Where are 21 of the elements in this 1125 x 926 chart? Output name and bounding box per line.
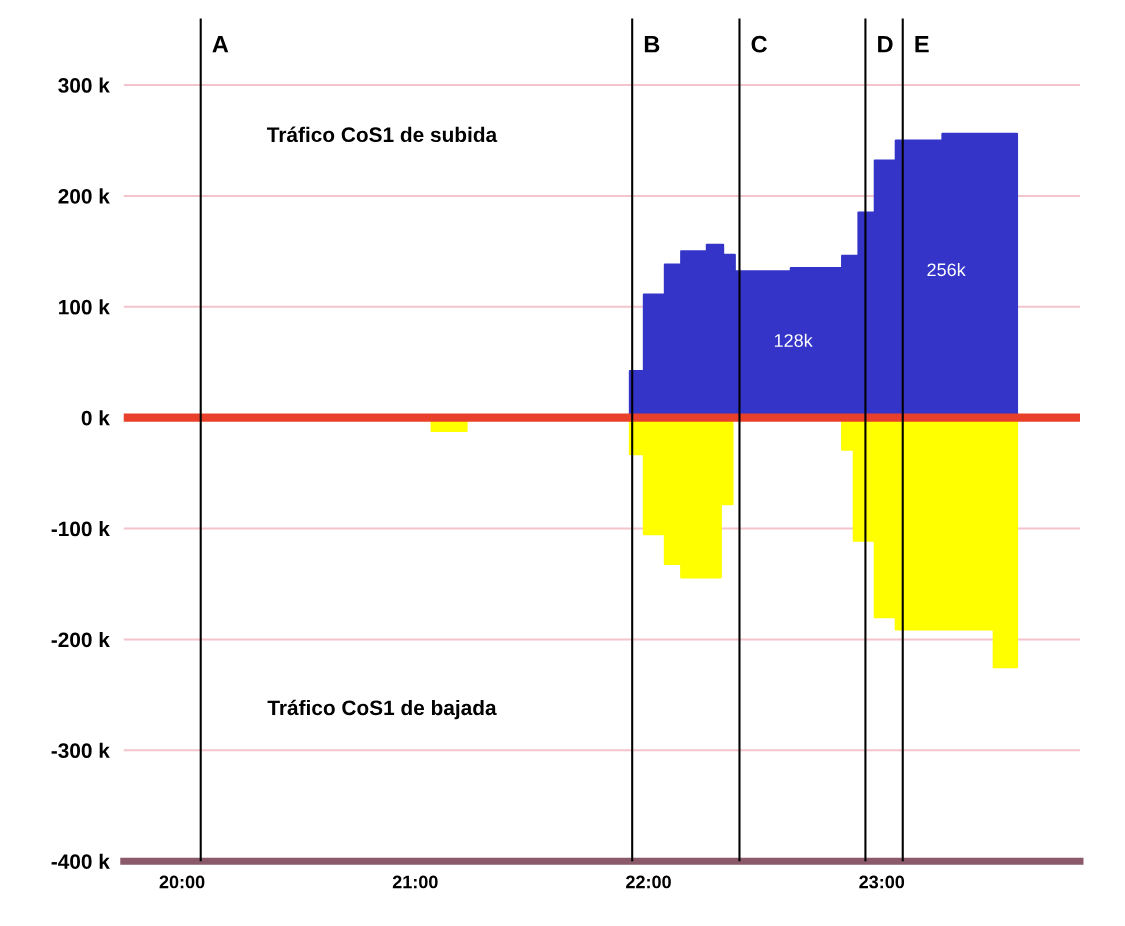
- x-tick-label: 20:00: [159, 875, 205, 889]
- ref-line-label: D: [878, 36, 893, 53]
- y-tick-label: 100 k: [59, 299, 110, 315]
- y-tick-label: -200 k: [51, 631, 110, 648]
- y-tick-label: -300 k: [51, 742, 110, 759]
- ref-line-label: C: [751, 35, 767, 53]
- y-tick-label: -400 k: [51, 853, 110, 869]
- x-tick-label: 21:00: [392, 875, 438, 889]
- annotation: Tráfico CoS1 de subida: [266, 126, 498, 143]
- ref-line-label: E: [915, 36, 929, 53]
- annotation: 256k: [927, 262, 966, 277]
- annotation: Tráfico CoS1 de bajada: [267, 699, 497, 720]
- y-tick-label: 0 k: [81, 410, 110, 426]
- annotation: 128k: [774, 333, 813, 347]
- y-tick-label: 300 k: [58, 77, 110, 93]
- ref-line-label: A: [212, 36, 229, 53]
- x-tick-label: 23:00: [859, 875, 905, 889]
- ref-line-label: B: [644, 36, 660, 53]
- y-tick-label: 200 k: [58, 188, 110, 204]
- x-tick-label: 22:00: [626, 875, 671, 889]
- y-tick-label: -100 k: [51, 521, 110, 537]
